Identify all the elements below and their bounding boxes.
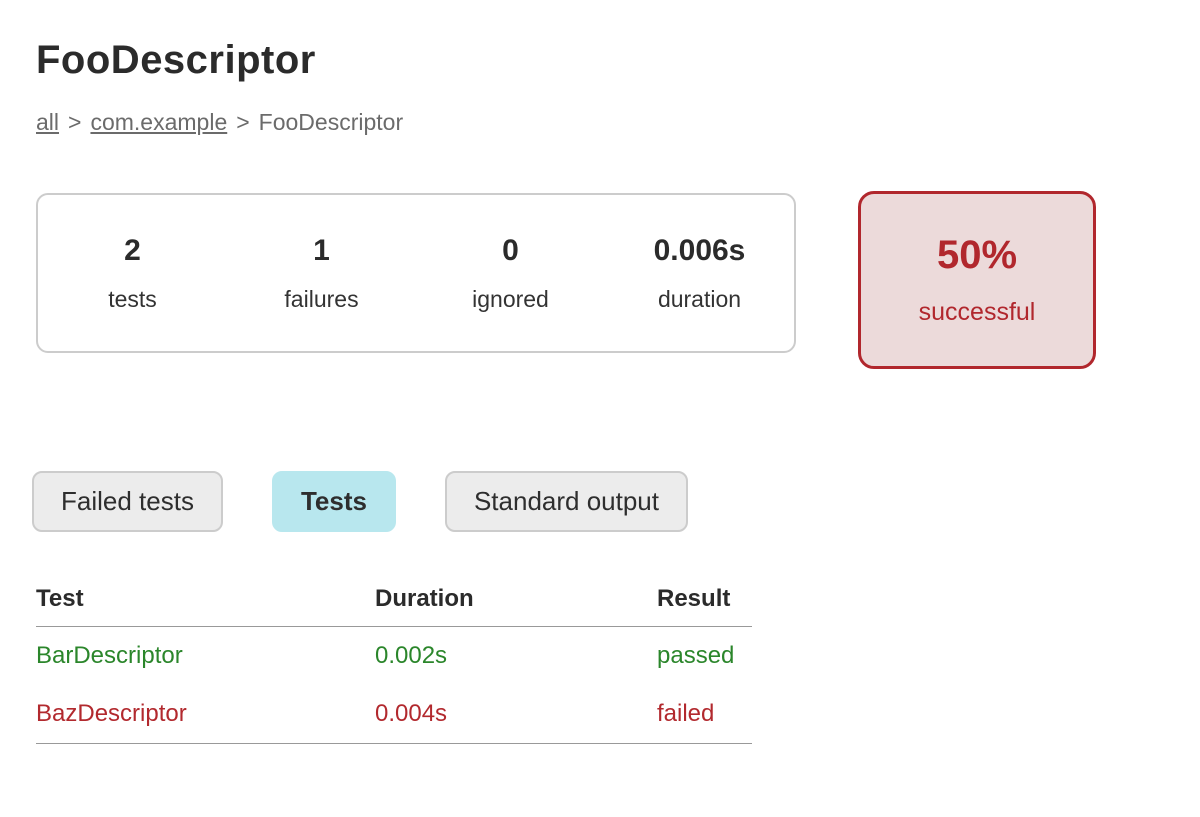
test-name-cell: BazDescriptor xyxy=(36,685,375,744)
stat-failures-label: failures xyxy=(284,285,359,312)
stat-tests: 2 tests xyxy=(38,234,227,313)
table-row: BarDescriptor 0.002s passed xyxy=(36,627,752,686)
stat-failures-value: 1 xyxy=(313,233,330,267)
summary-stats-box: 2 tests 1 failures 0 ignored 0.006s dura… xyxy=(36,193,796,353)
stat-ignored-value: 0 xyxy=(502,233,519,267)
tab-tests[interactable]: Tests xyxy=(271,471,396,532)
stat-duration-label: duration xyxy=(657,285,742,312)
stat-tests-value: 2 xyxy=(124,233,141,267)
test-report-page: FooDescriptor all > com.example > FooDescrip… xyxy=(32,38,1200,744)
success-rate-badge: 50% successful xyxy=(858,191,1096,369)
tab-bar: Failed tests Tests Standard output xyxy=(32,471,1200,532)
breadcrumb-separator: > xyxy=(68,109,82,135)
test-result-cell: failed xyxy=(657,685,752,744)
stat-duration: 0.006s duration xyxy=(605,234,794,313)
breadcrumb-link-all[interactable]: all xyxy=(36,109,60,135)
page-title: FooDescriptor xyxy=(36,38,316,82)
success-rate-label: successful xyxy=(918,298,1036,326)
test-duration-cell: 0.004s xyxy=(375,685,657,744)
stat-ignored-label: ignored xyxy=(472,285,549,312)
table-row: BazDescriptor 0.004s failed xyxy=(36,685,752,744)
tab-failed-tests[interactable]: Failed tests xyxy=(32,471,223,532)
table-header-result: Result xyxy=(657,585,752,627)
breadcrumb-separator: > xyxy=(236,109,250,135)
test-duration-cell: 0.002s xyxy=(375,642,448,669)
stat-duration-value: 0.006s xyxy=(653,233,746,267)
tab-standard-output[interactable]: Standard output xyxy=(444,471,688,532)
summary-row: 2 tests 1 failures 0 ignored 0.006s dura… xyxy=(36,191,1200,369)
stat-failures: 1 failures xyxy=(227,234,416,313)
success-rate-percent: 50% xyxy=(936,233,1018,277)
test-name-cell: BarDescriptor xyxy=(36,642,183,669)
table-header-duration: Duration xyxy=(375,585,657,627)
breadcrumb: all > com.example > FooDescriptor xyxy=(36,109,1200,136)
test-results-table: Test Duration Result BarDescriptor 0.002… xyxy=(36,585,752,744)
test-result-cell: passed xyxy=(657,642,735,669)
stat-tests-label: tests xyxy=(108,285,157,312)
breadcrumb-link-package[interactable]: com.example xyxy=(90,109,228,135)
table-header-row: Test Duration Result xyxy=(36,585,752,627)
table-header-test: Test xyxy=(36,585,375,627)
stat-ignored: 0 ignored xyxy=(416,234,605,313)
breadcrumb-current: FooDescriptor xyxy=(258,109,404,135)
